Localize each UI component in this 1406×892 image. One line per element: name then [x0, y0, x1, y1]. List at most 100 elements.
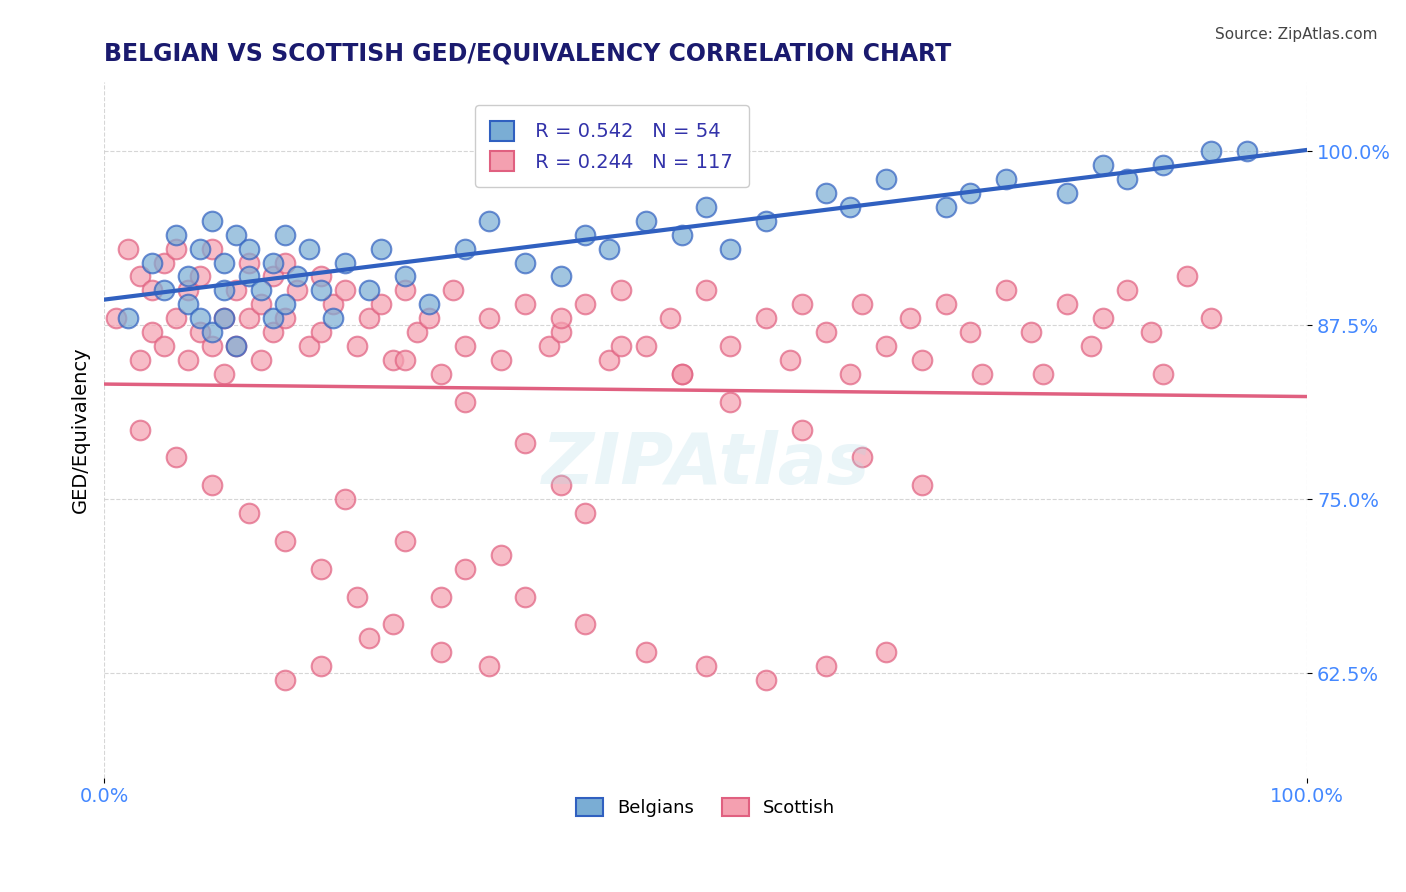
- Point: [550, 478, 572, 492]
- Point: [1080, 339, 1102, 353]
- Point: [658, 311, 681, 326]
- Point: [550, 311, 572, 326]
- Point: [610, 339, 633, 353]
- Point: [225, 227, 247, 242]
- Point: [935, 200, 957, 214]
- Point: [214, 284, 236, 298]
- Point: [814, 659, 837, 673]
- Point: [370, 297, 392, 311]
- Point: [190, 269, 212, 284]
- Point: [1091, 311, 1114, 326]
- Point: [333, 284, 356, 298]
- Point: [1091, 158, 1114, 172]
- Point: [285, 284, 308, 298]
- Point: [454, 242, 477, 256]
- Point: [238, 242, 260, 256]
- Point: [574, 227, 596, 242]
- Point: [117, 242, 139, 256]
- Point: [790, 423, 813, 437]
- Point: [273, 297, 295, 311]
- Point: [262, 255, 284, 269]
- Text: BELGIAN VS SCOTTISH GED/EQUIVALENCY CORRELATION CHART: BELGIAN VS SCOTTISH GED/EQUIVALENCY CORR…: [104, 42, 952, 66]
- Point: [1056, 297, 1078, 311]
- Point: [394, 533, 416, 548]
- Point: [779, 353, 801, 368]
- Point: [117, 311, 139, 326]
- Point: [489, 353, 512, 368]
- Point: [430, 367, 453, 381]
- Point: [839, 200, 862, 214]
- Point: [598, 353, 620, 368]
- Point: [177, 353, 200, 368]
- Point: [201, 242, 224, 256]
- Point: [814, 186, 837, 200]
- Point: [249, 297, 271, 311]
- Point: [875, 645, 897, 659]
- Point: [574, 506, 596, 520]
- Point: [153, 339, 176, 353]
- Point: [357, 632, 380, 646]
- Point: [935, 297, 957, 311]
- Point: [214, 311, 236, 326]
- Point: [201, 214, 224, 228]
- Point: [515, 436, 537, 450]
- Point: [201, 478, 224, 492]
- Point: [238, 506, 260, 520]
- Point: [129, 423, 152, 437]
- Point: [406, 325, 429, 339]
- Point: [972, 367, 994, 381]
- Point: [153, 284, 176, 298]
- Point: [141, 284, 163, 298]
- Point: [357, 311, 380, 326]
- Text: Source: ZipAtlas.com: Source: ZipAtlas.com: [1215, 27, 1378, 42]
- Point: [515, 590, 537, 604]
- Point: [322, 311, 344, 326]
- Point: [1115, 172, 1137, 186]
- Point: [1056, 186, 1078, 200]
- Legend: Belgians, Scottish: Belgians, Scottish: [569, 790, 842, 824]
- Point: [190, 311, 212, 326]
- Point: [177, 284, 200, 298]
- Point: [911, 353, 934, 368]
- Point: [141, 255, 163, 269]
- Point: [249, 353, 271, 368]
- Point: [755, 673, 778, 687]
- Point: [298, 242, 321, 256]
- Point: [610, 284, 633, 298]
- Point: [273, 533, 295, 548]
- Point: [1152, 158, 1174, 172]
- Point: [1236, 144, 1258, 158]
- Point: [357, 284, 380, 298]
- Point: [1199, 311, 1222, 326]
- Point: [309, 325, 332, 339]
- Point: [262, 311, 284, 326]
- Point: [225, 339, 247, 353]
- Point: [201, 325, 224, 339]
- Point: [1175, 269, 1198, 284]
- Point: [238, 311, 260, 326]
- Point: [298, 339, 321, 353]
- Point: [695, 659, 717, 673]
- Point: [190, 325, 212, 339]
- Point: [574, 297, 596, 311]
- Point: [273, 311, 295, 326]
- Point: [333, 255, 356, 269]
- Point: [165, 311, 187, 326]
- Point: [141, 325, 163, 339]
- Point: [814, 325, 837, 339]
- Point: [538, 339, 561, 353]
- Point: [214, 367, 236, 381]
- Point: [273, 673, 295, 687]
- Y-axis label: GED/Equivalency: GED/Equivalency: [72, 346, 90, 513]
- Point: [262, 325, 284, 339]
- Point: [515, 297, 537, 311]
- Point: [695, 200, 717, 214]
- Point: [574, 617, 596, 632]
- Point: [370, 242, 392, 256]
- Point: [671, 367, 693, 381]
- Point: [165, 242, 187, 256]
- Point: [550, 269, 572, 284]
- Point: [851, 297, 873, 311]
- Point: [755, 311, 778, 326]
- Point: [129, 269, 152, 284]
